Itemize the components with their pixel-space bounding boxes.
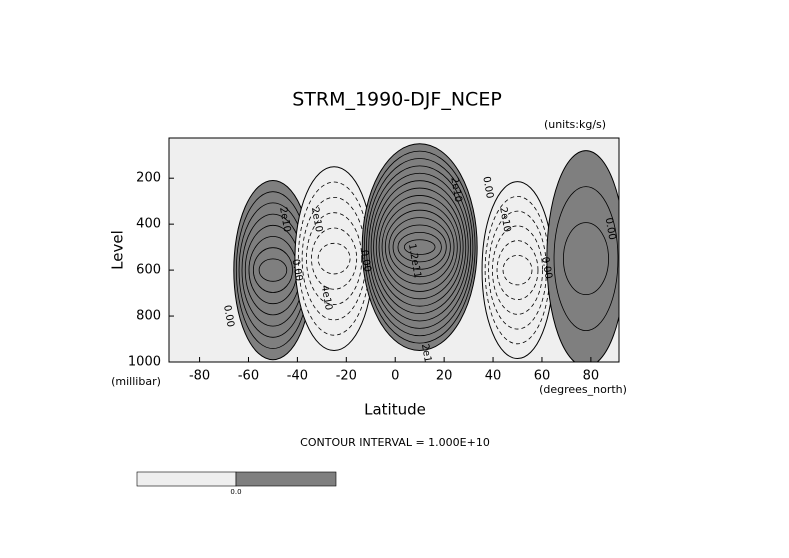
contour-label: 0.00 <box>358 249 373 273</box>
contour-label: 0.00 <box>603 217 618 241</box>
colorbar-label: 0.0 <box>230 488 241 496</box>
contour-line <box>388 217 451 278</box>
x-tick-label: -60 <box>238 369 259 384</box>
colorbar-negative <box>136 471 237 487</box>
contour-label: 0.00 <box>480 176 495 200</box>
contour-line <box>306 212 363 305</box>
contour-line <box>403 239 436 255</box>
contour-label: 2e10 <box>419 343 434 370</box>
contour-line <box>378 195 461 300</box>
contour-line <box>496 240 539 300</box>
colorbar-positive <box>235 471 337 487</box>
contour-line <box>373 180 467 314</box>
contour-line <box>502 254 533 286</box>
contour-line <box>492 225 543 315</box>
contour-line <box>488 210 547 330</box>
footer: CONTOUR INTERVAL = 1.000E+10 <box>300 436 490 449</box>
y-tick-label: 400 <box>136 217 161 232</box>
y-tick-label: 200 <box>136 171 161 186</box>
x-tick-label: 40 <box>485 369 502 384</box>
x-tick-label: 80 <box>583 369 600 384</box>
x-axis-label: Latitude <box>364 401 426 419</box>
colorbar: 0.0 <box>136 471 337 496</box>
zero-contour <box>546 150 619 362</box>
contour-line <box>381 202 458 292</box>
y-tick-label: 1000 <box>128 355 161 370</box>
contour-line <box>368 165 472 329</box>
contour-label: 2e10 <box>448 176 463 203</box>
y-axis-label: Level <box>109 230 127 270</box>
x-tick-label: -80 <box>189 369 210 384</box>
x-tick-label: 20 <box>436 369 453 384</box>
contour-line <box>562 222 609 296</box>
x-tick-label: 60 <box>534 369 551 384</box>
contour-line <box>252 247 293 293</box>
x-tick-label: 0 <box>391 369 399 384</box>
contour-line <box>397 231 442 263</box>
x-units: (degrees_north) <box>539 383 627 396</box>
contour-label: 2e10 <box>309 206 324 233</box>
contour-line <box>370 172 469 322</box>
contour-line <box>258 258 288 282</box>
y-tick-label: 600 <box>136 263 161 278</box>
contour-label: 0.00 <box>290 258 305 282</box>
chart-title: STRM_1990-DJF_NCEP <box>292 89 502 111</box>
y-units: (millibar) <box>111 375 161 388</box>
contour-line <box>311 227 358 290</box>
x-tick-label: -40 <box>287 369 308 384</box>
contour-label: 2e10 <box>277 206 292 233</box>
plot-frame <box>168 137 620 363</box>
contour-line <box>384 209 455 285</box>
contour-label: 0.00 <box>221 304 236 328</box>
x-tick-label: -20 <box>336 369 357 384</box>
contour-line <box>553 186 619 332</box>
contour-line <box>375 187 464 307</box>
contour-line <box>363 150 476 344</box>
units-label: (units:kg/s) <box>544 118 606 131</box>
contour-label: 0.00 <box>539 256 554 280</box>
contour-line <box>366 158 474 337</box>
contour-label: 4e10 <box>319 284 334 311</box>
y-tick-label: 800 <box>136 309 161 324</box>
contour-line <box>317 242 351 275</box>
contour-label: 2e10 <box>497 206 512 233</box>
contour-line <box>392 224 447 270</box>
zero-contour <box>361 143 478 352</box>
